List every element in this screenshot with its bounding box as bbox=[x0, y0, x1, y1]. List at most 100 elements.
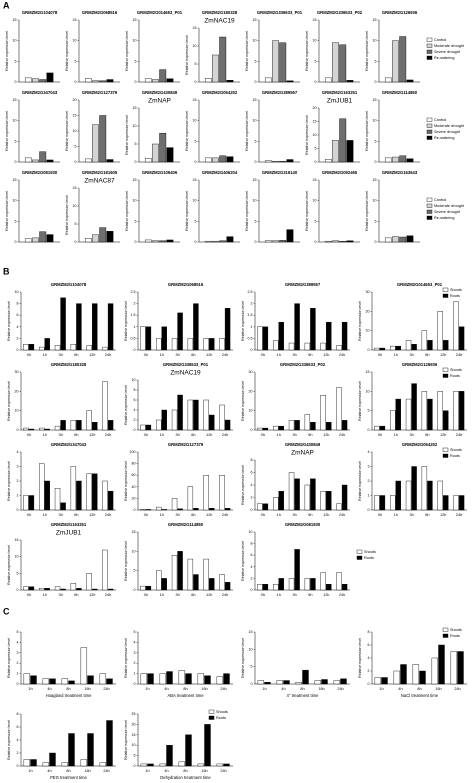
bar bbox=[443, 495, 449, 511]
x-tick-label: 1h bbox=[277, 433, 281, 437]
bar bbox=[453, 495, 459, 511]
x-tick-label: 1h bbox=[145, 687, 149, 691]
bar bbox=[187, 486, 194, 511]
y-tick-label: 5 bbox=[195, 139, 197, 143]
y-tick-label: 10 bbox=[313, 133, 317, 137]
x-tick-label: 6h bbox=[191, 593, 195, 597]
y-tick-label: 10 bbox=[366, 329, 370, 333]
x-tick-label: 1h bbox=[43, 593, 47, 597]
y-tick-label: 15 bbox=[132, 530, 136, 534]
bar bbox=[405, 480, 412, 511]
annotation: ZmJUB1 bbox=[56, 530, 82, 537]
y-tick-label: 10 bbox=[193, 199, 197, 203]
bar bbox=[438, 644, 445, 685]
bar bbox=[166, 671, 173, 685]
x-tick-label: 6h bbox=[74, 593, 78, 597]
x-tick-label: 24h bbox=[220, 687, 226, 691]
x-tick-label: 0h bbox=[378, 353, 382, 357]
panel-label: B bbox=[3, 266, 10, 276]
x-tick-label: 16h bbox=[84, 769, 90, 773]
x-tick-label: 24h bbox=[105, 513, 111, 517]
y-tick-label: 10 bbox=[15, 290, 19, 294]
y-tick-label: 2 bbox=[17, 751, 19, 755]
x-tick-label: 6h bbox=[74, 433, 78, 437]
bar bbox=[145, 326, 152, 351]
y-tick-label: 4 bbox=[17, 325, 19, 329]
chart-title: GRMZM2G104078 bbox=[51, 282, 87, 287]
bar bbox=[304, 342, 311, 351]
x-tick-label: 3h bbox=[175, 353, 179, 357]
bar bbox=[395, 480, 401, 511]
y-tick-label: 15 bbox=[133, 106, 137, 110]
bar bbox=[374, 677, 382, 685]
bar bbox=[84, 78, 92, 83]
x-tick-label: 4h bbox=[281, 687, 285, 691]
y-tick-label: 5 bbox=[255, 59, 257, 63]
legend-swatch bbox=[426, 55, 433, 60]
y-tick-label: 30 bbox=[249, 370, 253, 374]
legend-swatch bbox=[442, 287, 449, 292]
y-axis-label: Relative expression level bbox=[7, 720, 11, 760]
x-tick-label: 3h bbox=[409, 433, 413, 437]
chart-title: GRMZM2G336533_P01 bbox=[163, 362, 209, 367]
y-tick-label: 10 bbox=[13, 199, 17, 203]
bar bbox=[219, 240, 227, 243]
y-tick-label: 1 bbox=[17, 672, 19, 676]
y-tick-label: 100 bbox=[130, 450, 136, 454]
x-tick-label: 12h bbox=[89, 513, 95, 517]
bar bbox=[166, 239, 174, 243]
y-axis-label: Relative expression level bbox=[5, 191, 9, 231]
bar bbox=[177, 551, 183, 591]
legend-label: Severe drought bbox=[434, 130, 461, 134]
y-tick-label: 5 bbox=[315, 146, 317, 150]
bar bbox=[400, 664, 407, 685]
bar bbox=[204, 78, 212, 83]
bar bbox=[257, 326, 263, 351]
chart-title: GRMZM2G081930 bbox=[285, 522, 321, 527]
x-tick-label: 24h bbox=[339, 433, 345, 437]
y-tick-label: 3 bbox=[368, 464, 370, 468]
bar bbox=[54, 586, 61, 591]
bar bbox=[23, 586, 29, 591]
y-axis-label: Relative expression level bbox=[7, 461, 11, 501]
bar bbox=[411, 466, 417, 511]
y-axis-label: Relative expression level bbox=[365, 111, 369, 151]
chart-title: GRMZM2G336533_P02 bbox=[280, 362, 326, 367]
chart-title: GRMZM2G014653_P01 bbox=[137, 10, 183, 15]
x-tick-label: 8h bbox=[183, 769, 187, 773]
bar bbox=[92, 124, 99, 163]
bar bbox=[197, 763, 205, 767]
bar bbox=[178, 761, 186, 767]
bar bbox=[224, 419, 231, 431]
x-tick-label: 6h bbox=[425, 433, 429, 437]
y-tick-label: 2 bbox=[17, 661, 19, 665]
y-tick-label: 15 bbox=[373, 98, 377, 102]
bar bbox=[390, 410, 396, 431]
bar bbox=[99, 673, 107, 685]
bar bbox=[341, 321, 348, 351]
y-tick-label: 30 bbox=[366, 290, 370, 294]
bar bbox=[177, 508, 183, 511]
bar bbox=[185, 673, 192, 685]
y-tick-label: 2 bbox=[134, 418, 136, 422]
chart-title: GRMZM2G114850 bbox=[168, 522, 204, 527]
y-axis-label: Relative expression level bbox=[125, 191, 129, 231]
bar bbox=[156, 419, 162, 431]
bar bbox=[395, 345, 401, 351]
bar bbox=[161, 326, 167, 351]
y-axis-label: Relative expression level bbox=[185, 111, 189, 151]
x-tick-label: 1h bbox=[277, 593, 281, 597]
y-tick-label: 0 bbox=[134, 508, 136, 512]
bar bbox=[70, 466, 77, 511]
panel-label: C bbox=[3, 606, 10, 616]
bar bbox=[212, 54, 219, 83]
bar bbox=[421, 330, 428, 351]
y-axis-label: Relative expression level bbox=[305, 31, 309, 71]
x-tick-label: 12h bbox=[323, 593, 329, 597]
x-tick-label: 3h bbox=[175, 593, 179, 597]
y-tick-label: 0 bbox=[315, 240, 317, 244]
x-tick-label: 6h bbox=[191, 433, 195, 437]
y-tick-label: 10 bbox=[373, 39, 377, 43]
bar bbox=[374, 347, 380, 351]
bar bbox=[278, 578, 284, 591]
